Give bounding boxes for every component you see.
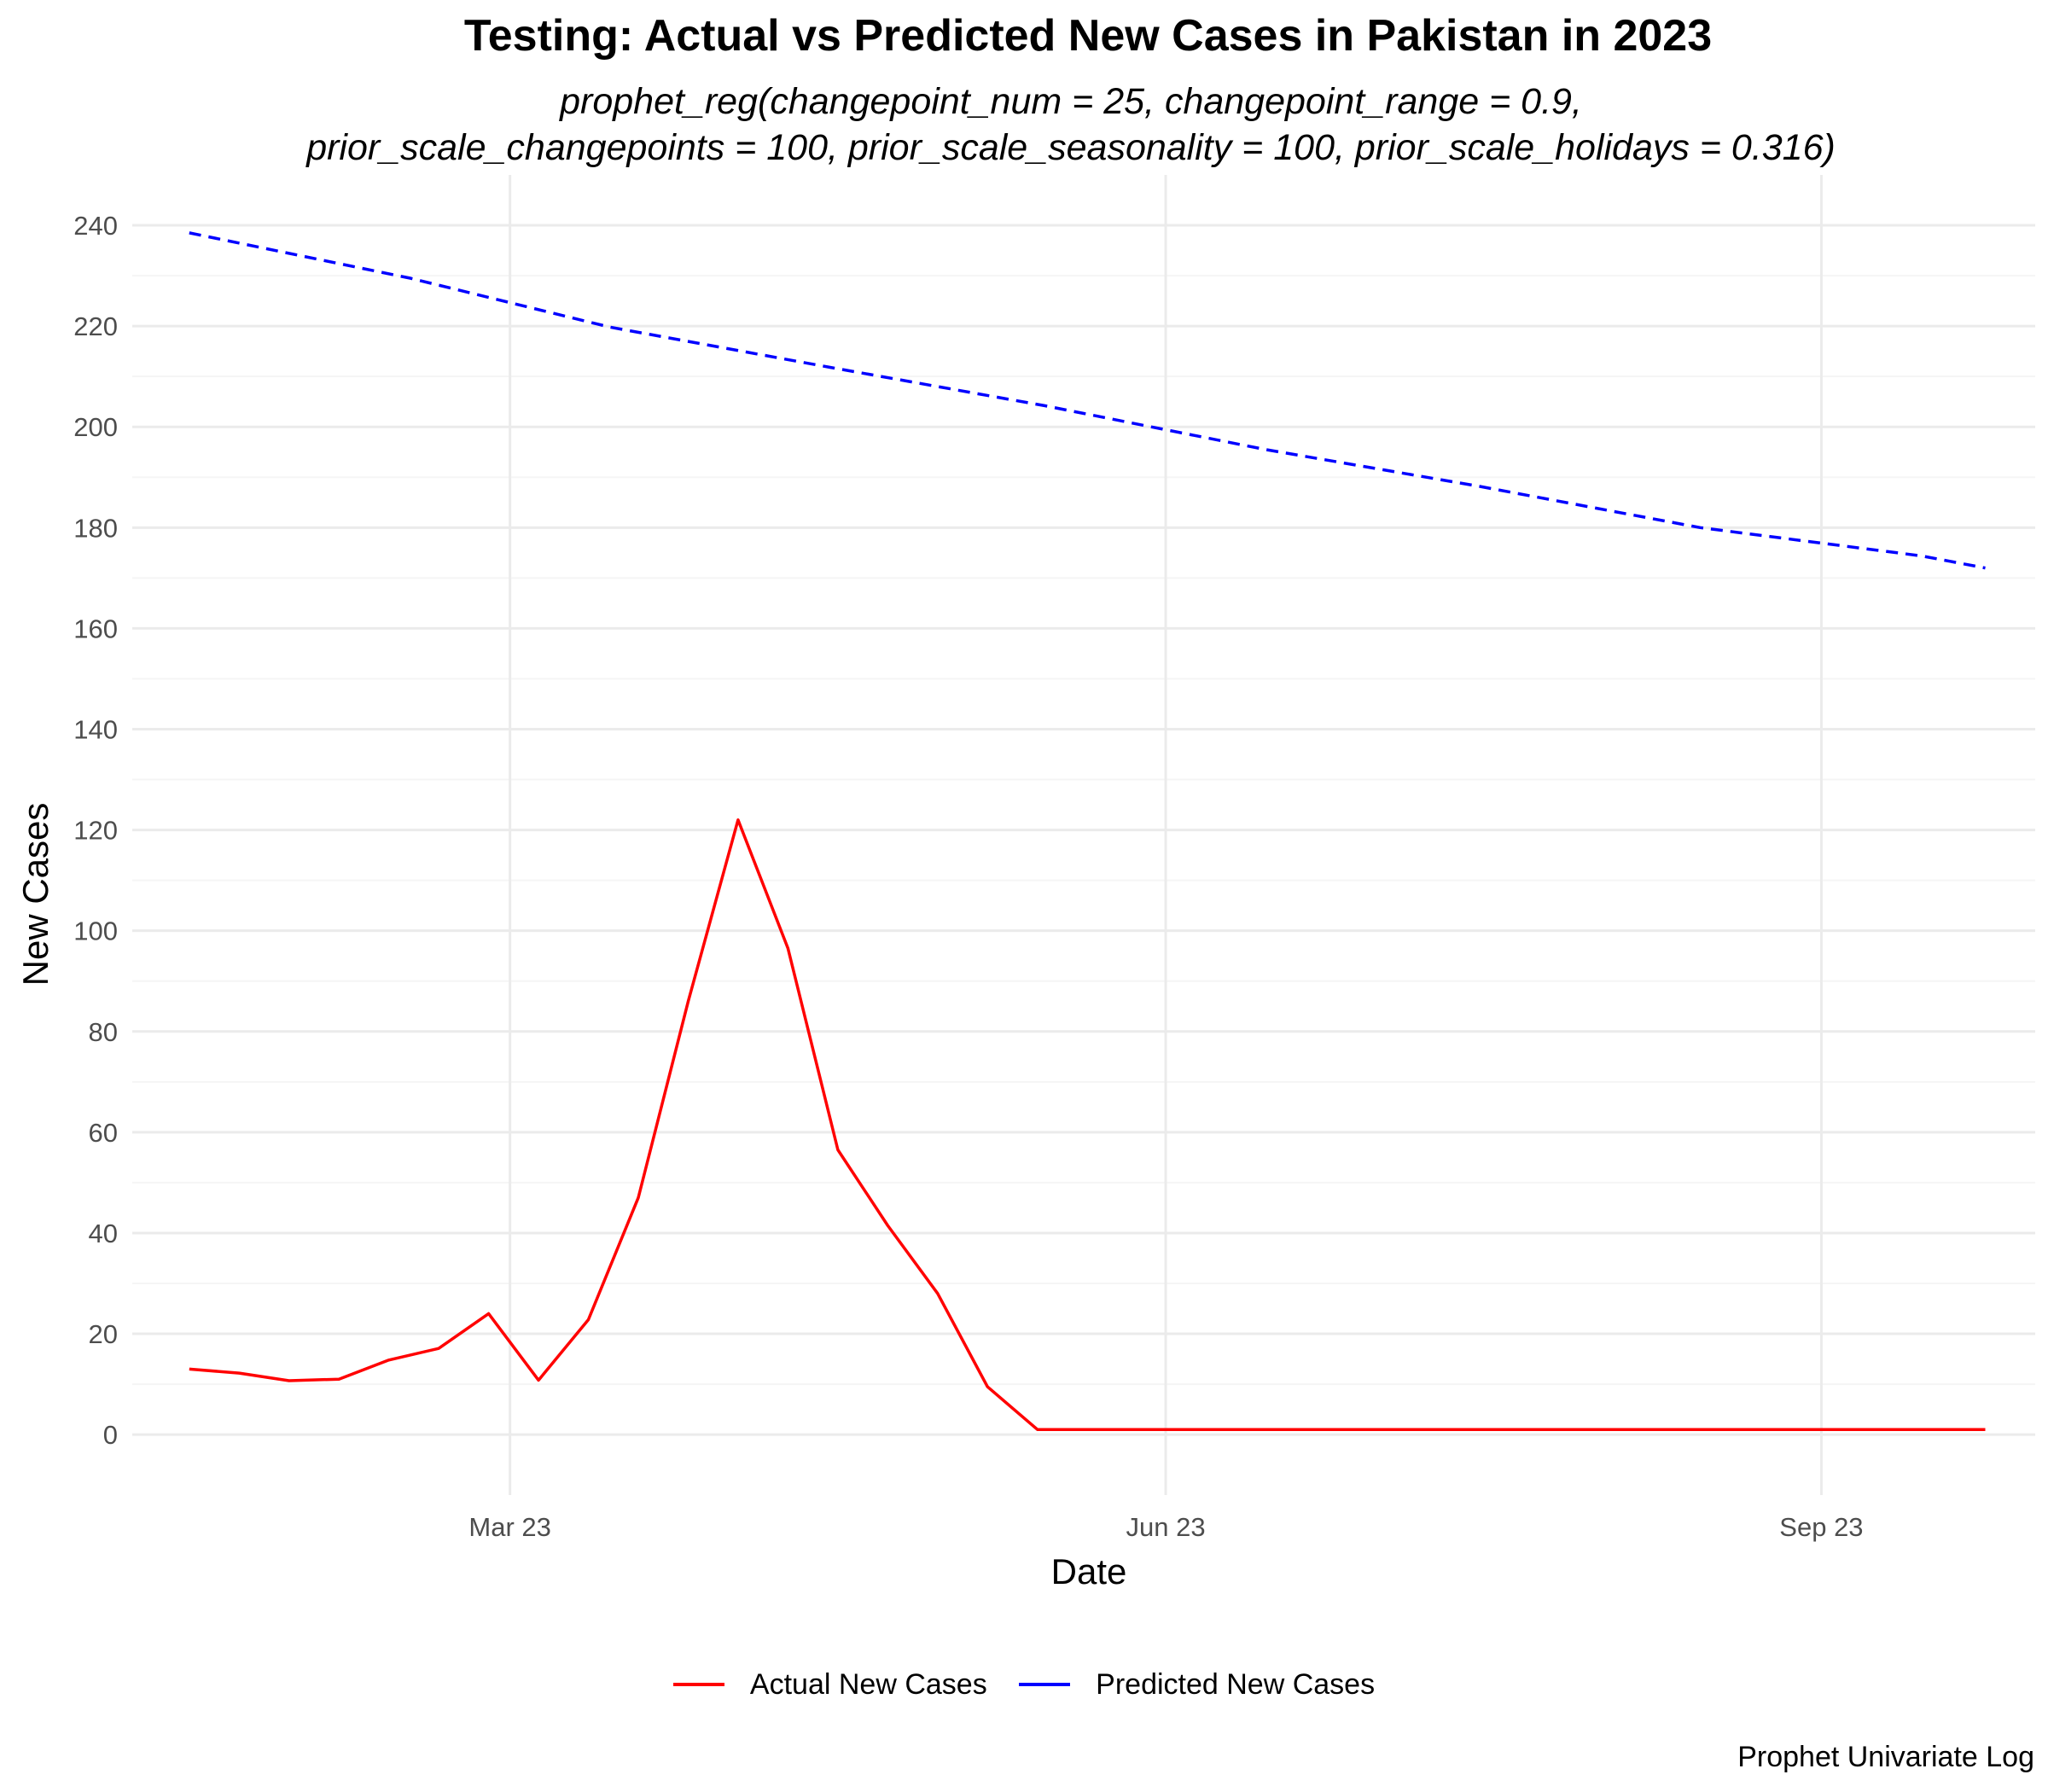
x-tick-label: Jun 23	[1126, 1512, 1206, 1542]
subtitle-line-2: prior_scale_changepoints = 100, prior_sc…	[306, 127, 1836, 168]
legend: Actual New Cases Predicted New Cases	[0, 1661, 2048, 1702]
y-tick-labels: 0 20 40 60 80 100 120 140 160 180 200 220 240	[73, 211, 118, 1450]
y-tick-label: 0	[103, 1420, 118, 1450]
series-lines	[189, 231, 1986, 1431]
y-tick-label: 200	[73, 412, 118, 442]
y-tick-label: 180	[73, 513, 118, 543]
y-tick-label: 20	[89, 1319, 118, 1349]
grid-lines	[132, 175, 2035, 1495]
chart-caption: Prophet Univariate Log	[1737, 1741, 2034, 1773]
y-tick-label: 100	[73, 916, 118, 946]
y-tick-label: 140	[73, 715, 118, 745]
x-tick-labels: Mar 23 Jun 23 Sep 23	[468, 1512, 1863, 1542]
legend-item-actual: Actual New Cases	[672, 1667, 987, 1702]
legend-label-actual: Actual New Cases	[749, 1667, 987, 1701]
legend-swatch-actual	[672, 1683, 724, 1686]
legend-item-predicted: Predicted New Cases	[1019, 1668, 1375, 1702]
chart-title: Testing: Actual vs Predicted New Cases i…	[463, 11, 1713, 61]
subtitle-line-1: prophet_reg(changepoint_num = 25, change…	[560, 81, 1582, 122]
y-tick-label: 80	[89, 1017, 118, 1047]
predicted-series-line	[189, 231, 1986, 570]
x-axis-label: Date	[1051, 1551, 1127, 1591]
y-tick-label: 240	[73, 211, 118, 241]
y-tick-label: 120	[73, 816, 118, 846]
y-tick-label: 220	[73, 311, 118, 341]
x-tick-label: Mar 23	[468, 1512, 550, 1542]
y-tick-label: 40	[89, 1219, 118, 1248]
y-axis-label: New Cases	[15, 803, 55, 986]
chart-subtitle: prophet_reg(changepoint_num = 25, change…	[0, 79, 2048, 171]
x-tick-label: Sep 23	[1779, 1512, 1863, 1542]
y-tick-label: 160	[73, 614, 118, 643]
actual-series-line	[189, 818, 1986, 1431]
legend-label-predicted: Predicted New Cases	[1096, 1667, 1376, 1701]
y-tick-label: 60	[89, 1118, 118, 1148]
legend-swatch-predicted	[1019, 1683, 1071, 1686]
